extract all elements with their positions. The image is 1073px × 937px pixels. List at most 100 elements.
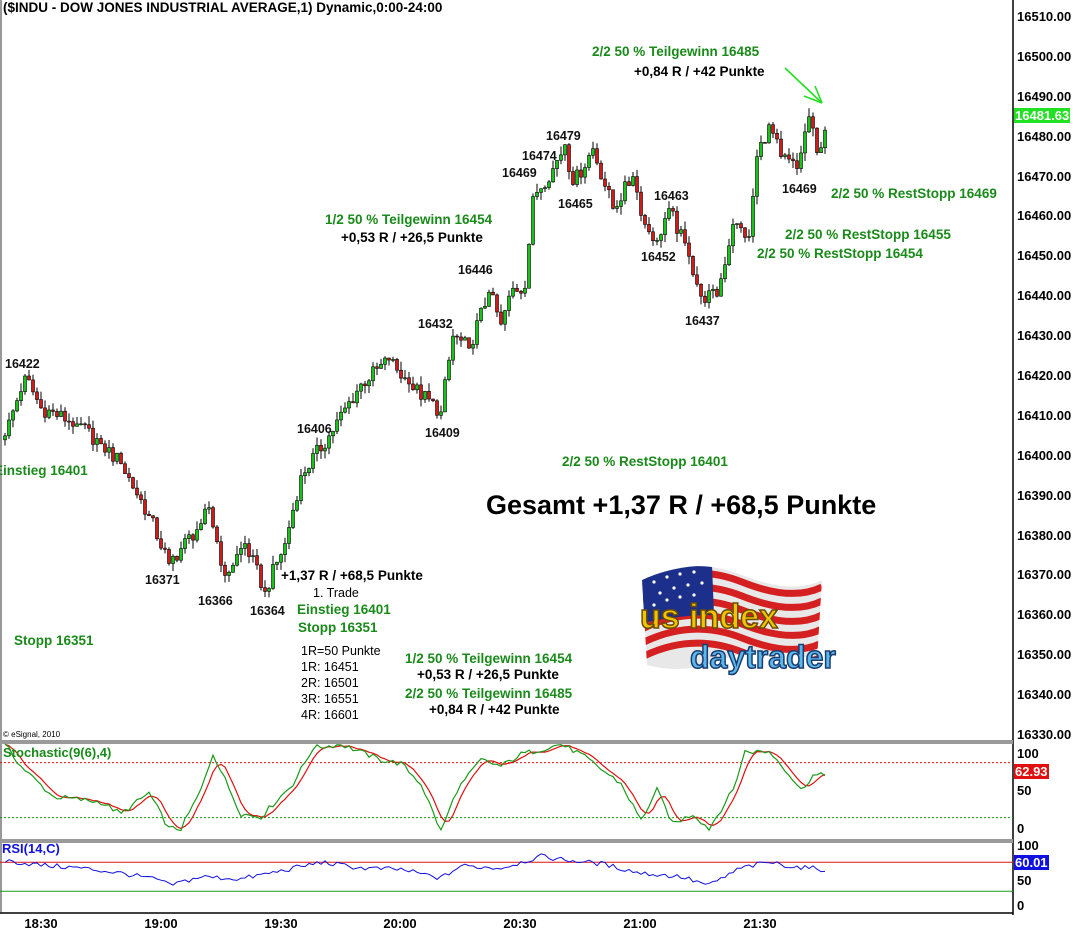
candle [519, 291, 523, 294]
candle [619, 200, 623, 207]
candle [243, 543, 247, 549]
rsi-value-tag: 60.01 [1014, 855, 1049, 870]
candle [79, 423, 83, 426]
candle [87, 424, 91, 429]
candle [779, 138, 783, 157]
candle [95, 438, 99, 445]
candle [503, 310, 507, 325]
stochastic-panel [0, 743, 1013, 832]
candle [535, 192, 539, 197]
candle [459, 336, 463, 341]
candle [555, 159, 559, 169]
price-label: 16463 [654, 189, 689, 203]
candle [231, 564, 235, 573]
price-label: 16479 [546, 129, 581, 143]
price-tick: 16470.00 [1017, 168, 1072, 184]
rsi-panel [0, 853, 1013, 892]
candle [55, 411, 59, 417]
candle [531, 196, 535, 245]
rsi-line [4, 853, 826, 886]
price-label: 16422 [5, 357, 40, 371]
price-label: 16366 [198, 594, 233, 608]
candle [403, 377, 407, 380]
candle [607, 186, 611, 191]
candle [195, 529, 199, 541]
stochastic-k-line [4, 743, 826, 832]
candle [119, 452, 123, 465]
candle [787, 154, 791, 160]
candle [191, 534, 195, 541]
price-tick: 16370.00 [1017, 567, 1072, 583]
candle [71, 421, 75, 427]
candle [255, 555, 259, 566]
candle [591, 148, 595, 156]
price-label: 16469 [502, 166, 537, 180]
candle [159, 538, 163, 549]
candle [635, 176, 639, 193]
annotation-r-level: 4R: 16601 [301, 708, 359, 722]
time-tick: 20:00 [383, 916, 417, 931]
candle [643, 215, 647, 225]
annotation-stopp-left: Stopp 16351 [14, 633, 94, 648]
candle [539, 188, 543, 193]
candle [523, 287, 527, 294]
candle [287, 527, 291, 544]
candle [783, 154, 787, 157]
candle [139, 494, 143, 500]
candle [335, 419, 339, 432]
price-tick: 16380.00 [1017, 527, 1072, 543]
candle [407, 377, 411, 385]
time-tick: 19:30 [264, 916, 298, 931]
annotation-reststopp: 2/2 50 % RestStopp 16454 [757, 246, 923, 261]
candle [355, 390, 359, 404]
annotation-teilgewinn-2: 2/2 50 % Teilgewinn 16485 [592, 44, 760, 59]
candle [67, 420, 71, 423]
candle [423, 391, 427, 400]
price-tick: 16400.00 [1017, 447, 1072, 463]
candle [719, 278, 723, 297]
candle [695, 274, 699, 285]
candle [511, 287, 515, 297]
candle [807, 116, 811, 133]
annotation-r-result: +0,53 R / +26,5 Punkte [341, 230, 483, 245]
candle [811, 116, 815, 129]
candle [39, 399, 43, 409]
logo-text: daytrader [690, 639, 836, 675]
candle [475, 320, 479, 345]
candle [203, 508, 207, 524]
candle [211, 507, 215, 528]
rsi-tick: 0 [1017, 898, 1025, 913]
candle [51, 409, 55, 412]
candle [391, 359, 395, 361]
candle [267, 588, 271, 592]
annotation-r-level: 1R: 16451 [301, 660, 359, 674]
candle [755, 156, 759, 197]
candle [435, 400, 439, 416]
candle [715, 288, 719, 297]
candle [527, 243, 531, 289]
candle [487, 291, 491, 307]
candle [507, 295, 511, 311]
candle [323, 447, 327, 452]
annotation-stopp: Stopp 16351 [298, 620, 378, 635]
rsi-tick: 100 [1017, 838, 1039, 853]
price-tick: 16330.00 [1017, 727, 1072, 742]
price-tick: 16410.00 [1017, 407, 1072, 423]
candle [691, 256, 695, 276]
price-label: 16446 [458, 263, 493, 277]
candle [279, 554, 283, 563]
candle [823, 129, 827, 149]
candle [463, 337, 467, 341]
time-tick: 21:30 [743, 916, 777, 931]
candle [187, 534, 191, 539]
candle [315, 444, 319, 454]
candle [327, 435, 331, 449]
candle [83, 423, 87, 426]
annotation-trade: 1. Trade [313, 586, 359, 600]
candle [471, 344, 475, 349]
candle [667, 208, 671, 219]
chart-title: ($INDU - DOW JONES INDUSTRIAL AVERAGE,1)… [3, 0, 443, 15]
candle [179, 548, 183, 561]
candle [551, 168, 555, 183]
candle [15, 400, 19, 412]
